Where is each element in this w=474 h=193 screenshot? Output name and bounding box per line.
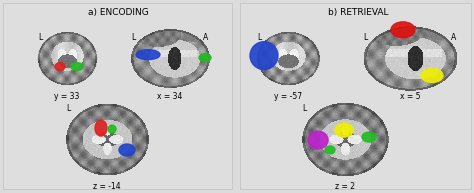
Text: z = 2: z = 2	[335, 182, 355, 191]
Text: L: L	[363, 33, 367, 42]
Ellipse shape	[250, 42, 278, 69]
Ellipse shape	[119, 144, 135, 156]
Text: L: L	[38, 33, 42, 42]
Text: L: L	[302, 104, 306, 113]
Text: A: A	[203, 33, 208, 42]
Ellipse shape	[136, 50, 160, 60]
Ellipse shape	[362, 132, 376, 142]
Ellipse shape	[421, 69, 443, 82]
Ellipse shape	[335, 123, 353, 137]
Ellipse shape	[199, 54, 211, 62]
Text: L: L	[257, 33, 261, 42]
Text: a) ENCODING: a) ENCODING	[88, 8, 148, 17]
Ellipse shape	[308, 131, 328, 149]
FancyBboxPatch shape	[240, 3, 471, 189]
FancyBboxPatch shape	[3, 3, 232, 189]
Text: A: A	[451, 33, 456, 42]
Ellipse shape	[55, 63, 65, 70]
Ellipse shape	[108, 125, 116, 133]
Text: x = 5: x = 5	[400, 92, 420, 101]
Ellipse shape	[71, 63, 83, 70]
Ellipse shape	[325, 146, 335, 154]
Text: y = -57: y = -57	[274, 92, 302, 101]
Text: L: L	[131, 33, 135, 42]
Text: x = 34: x = 34	[157, 92, 182, 101]
Ellipse shape	[95, 120, 107, 136]
Text: y = 33: y = 33	[55, 92, 80, 101]
Text: L: L	[66, 104, 70, 113]
Ellipse shape	[391, 22, 415, 38]
Text: z = -14: z = -14	[93, 182, 121, 191]
Text: b) RETRIEVAL: b) RETRIEVAL	[328, 8, 388, 17]
